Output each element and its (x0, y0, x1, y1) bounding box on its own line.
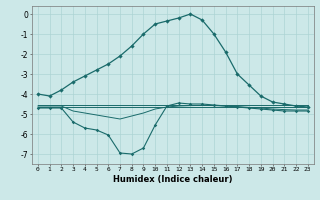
X-axis label: Humidex (Indice chaleur): Humidex (Indice chaleur) (113, 175, 233, 184)
